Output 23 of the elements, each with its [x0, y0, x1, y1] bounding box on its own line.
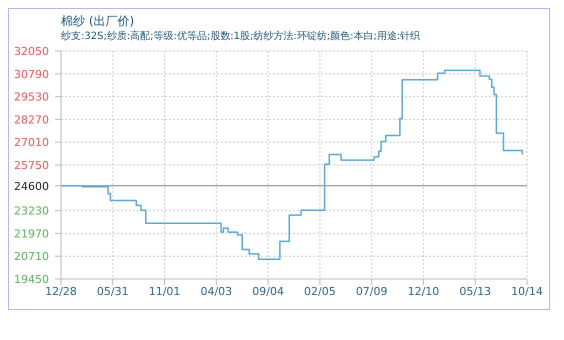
x-tick-label: 05/13	[459, 284, 492, 298]
chart-subtitle: 纱支:32S;纱质:高配;等级:优等品;股数:1股;纺纱方法:环锭纺;颜色:本白;用途:针织	[61, 30, 422, 43]
y-tick-label: 20710	[14, 250, 49, 264]
x-tick-label: 11/01	[148, 284, 180, 298]
x-tick-label: 12/10	[408, 284, 440, 298]
y-tick-label: 21970	[14, 227, 49, 240]
y-tick-label: 28270	[14, 113, 49, 126]
y-tick-label: 24600	[14, 180, 49, 193]
y-tick-label: 29530	[14, 90, 49, 104]
x-tick-label: 05/31	[96, 284, 129, 298]
y-tick-label: 19450	[14, 273, 49, 286]
x-tick-label: 02/05	[304, 284, 336, 298]
y-tick-label: 27010	[14, 136, 49, 150]
y-tick-label: 32050	[14, 45, 49, 58]
x-tick-label: 04/03	[200, 284, 232, 298]
y-tick-label: 23230	[14, 204, 49, 218]
chart-title: 棉纱 (出厂价)	[61, 13, 136, 30]
y-tick-label: 30790	[14, 68, 49, 81]
x-tick-label: 09/04	[252, 284, 284, 298]
x-tick-label: 12/28	[45, 284, 77, 298]
y-tick-label: 25750	[14, 159, 49, 172]
x-tick-label: 10/14	[511, 284, 543, 298]
x-tick-label: 07/09	[356, 284, 388, 298]
